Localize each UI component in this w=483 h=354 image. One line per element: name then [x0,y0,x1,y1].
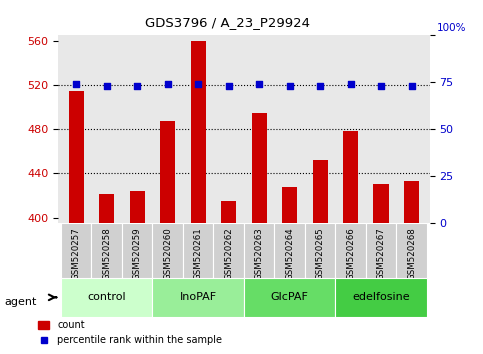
Text: GSM520268: GSM520268 [407,227,416,280]
Bar [366,223,397,278]
Text: GSM520263: GSM520263 [255,227,264,280]
Bar [274,223,305,278]
Bar [153,278,244,317]
Point [408,83,415,89]
Bar [129,191,145,223]
Bar [244,223,274,278]
Text: GSM520264: GSM520264 [285,227,294,280]
Bar [335,223,366,278]
Text: control: control [87,292,126,302]
Point [347,81,355,87]
Point [316,83,324,89]
Point [164,81,171,87]
Bar [153,223,183,278]
Point [256,81,263,87]
Bar [160,121,175,223]
Bar [244,278,335,317]
Bar [221,201,236,223]
Bar [213,223,244,278]
Point [377,83,385,89]
Bar [122,223,153,278]
Bar [99,194,114,223]
Legend: count, percentile rank within the sample: count, percentile rank within the sample [34,316,226,349]
Bar [313,160,328,223]
Bar [91,223,122,278]
Text: InoPAF: InoPAF [180,292,217,302]
Point [133,83,141,89]
Bar [305,223,335,278]
Bar [397,223,427,278]
Text: 100%: 100% [437,23,466,33]
Text: GSM520266: GSM520266 [346,227,355,280]
Text: GDS3796 / A_23_P29924: GDS3796 / A_23_P29924 [144,16,310,29]
Bar [252,113,267,223]
Text: GSM520259: GSM520259 [133,227,142,280]
Bar [343,131,358,223]
Text: GSM520257: GSM520257 [72,227,81,280]
Bar [69,91,84,223]
Text: agent: agent [5,297,37,307]
Bar [183,223,213,278]
Point [72,81,80,87]
Text: GSM520258: GSM520258 [102,227,111,280]
Point [225,83,232,89]
Text: GSM520260: GSM520260 [163,227,172,280]
Bar [61,223,91,278]
Bar [335,278,427,317]
Text: GSM520265: GSM520265 [315,227,325,280]
Point [194,81,202,87]
Bar [404,181,419,223]
Bar [373,184,389,223]
Text: GSM520261: GSM520261 [194,227,203,280]
Point [103,83,111,89]
Text: GSM520267: GSM520267 [377,227,385,280]
Text: GlcPAF: GlcPAF [270,292,309,302]
Bar [282,187,297,223]
Text: edelfosine: edelfosine [352,292,410,302]
Point [286,83,294,89]
Text: GSM520262: GSM520262 [224,227,233,280]
Bar [61,278,153,317]
Bar [191,41,206,223]
